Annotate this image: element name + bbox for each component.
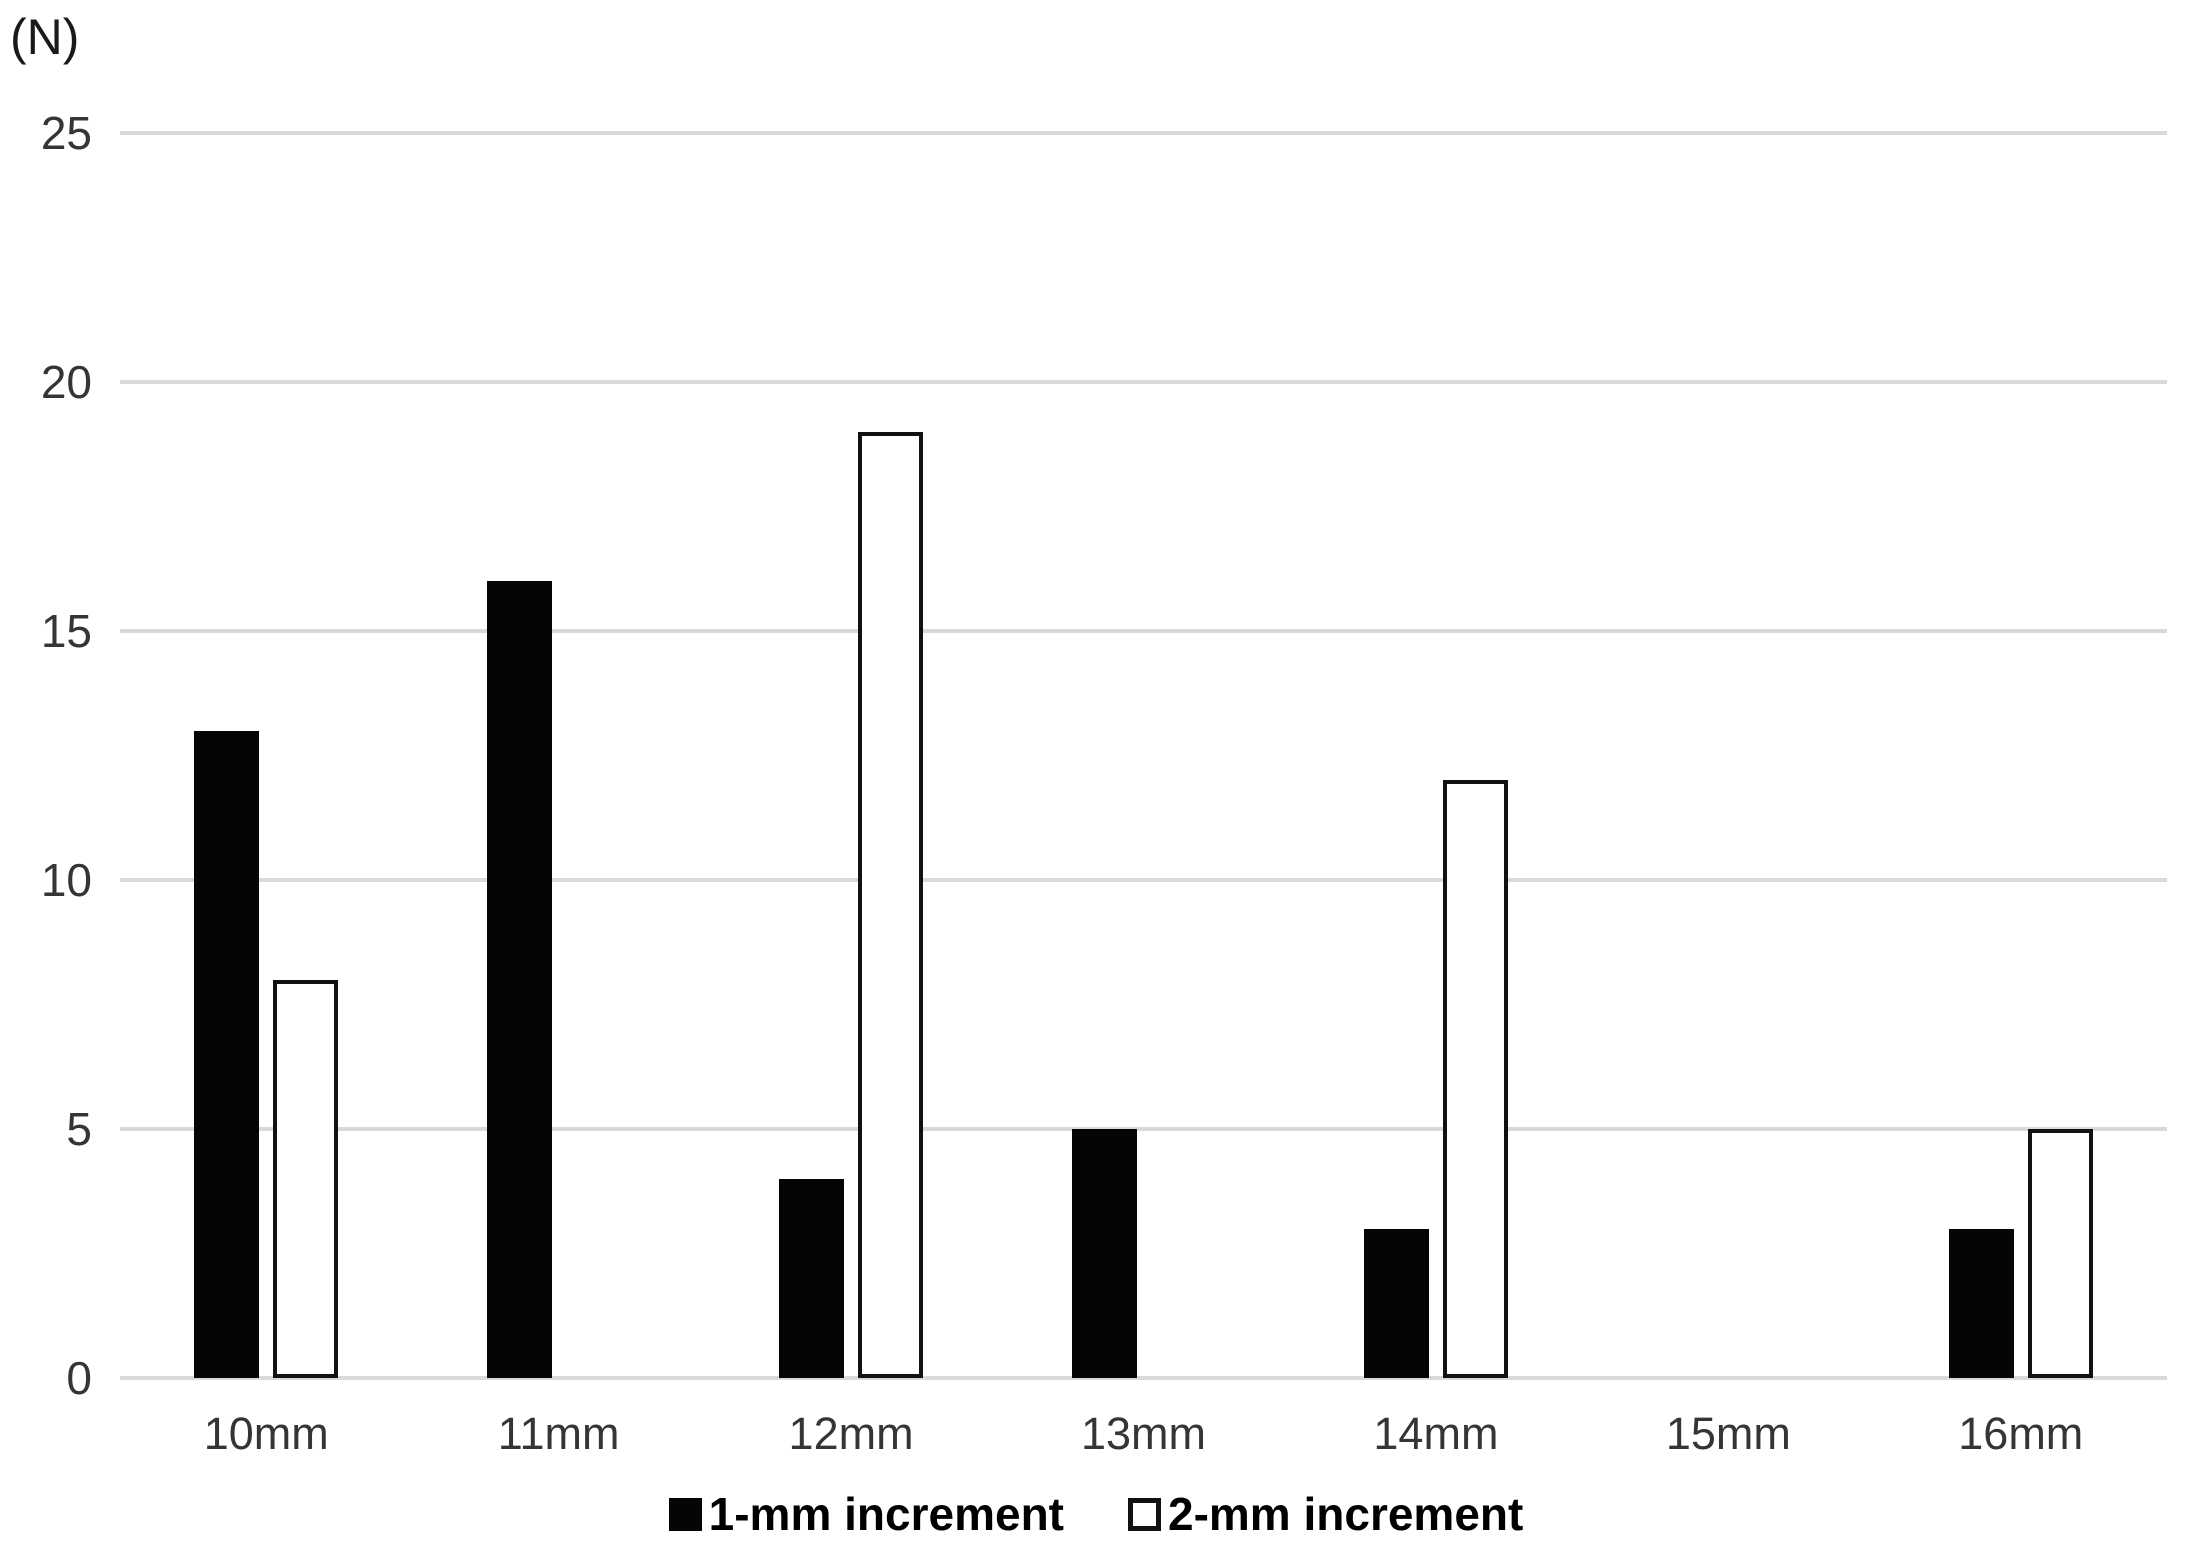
- gridline-y-10: [120, 878, 2167, 882]
- y-tick-label-0: 0: [66, 1352, 92, 1404]
- bar-1-mm-increment-12mm: [779, 1178, 845, 1378]
- x-tick-label-11mm: 11mm: [497, 1408, 620, 1459]
- x-tick-label-14mm: 14mm: [1373, 1408, 1499, 1459]
- gridline-y-0: [120, 1376, 2167, 1380]
- y-tick-label-15: 15: [40, 605, 92, 657]
- chart-legend: 1-mm increment 2-mm increment: [0, 1487, 2192, 1541]
- y-tick-label-20: 20: [40, 356, 92, 408]
- x-tick-label-12mm: 12mm: [788, 1408, 914, 1459]
- y-tick-label-5: 5: [66, 1103, 92, 1155]
- gridline-y-15: [120, 629, 2167, 633]
- bar-1-mm-increment-11mm: [486, 581, 552, 1378]
- x-tick-label-10mm: 10mm: [203, 1408, 329, 1459]
- gridline-y-20: [120, 380, 2167, 384]
- plot-area: [120, 131, 2167, 1380]
- bar-2-mm-increment-12mm: [858, 431, 924, 1378]
- legend-item-1mm-increment: 1-mm increment: [668, 1487, 1064, 1541]
- bar-1-mm-increment-16mm: [1948, 1228, 2014, 1378]
- bar-1-mm-increment-13mm: [1071, 1129, 1137, 1378]
- bar-2-mm-increment-14mm: [1442, 780, 1508, 1378]
- y-axis-unit-label: (N): [10, 9, 80, 65]
- legend-label: 2-mm increment: [1168, 1488, 1524, 1540]
- y-tick-label-10: 10: [40, 854, 92, 906]
- open-square-icon: [1128, 1497, 1161, 1531]
- x-tick-label-16mm: 16mm: [1958, 1408, 2084, 1459]
- bar-2-mm-increment-10mm: [273, 979, 339, 1378]
- filled-square-icon: [668, 1497, 702, 1531]
- bar-2-mm-increment-16mm: [2027, 1129, 2093, 1378]
- legend-label: 1-mm increment: [708, 1488, 1064, 1540]
- gridline-y-5: [120, 1127, 2167, 1131]
- bar-1-mm-increment-10mm: [194, 730, 260, 1378]
- x-tick-label-13mm: 13mm: [1080, 1408, 1207, 1459]
- gridline-y-25: [120, 131, 2167, 135]
- bar-1-mm-increment-14mm: [1363, 1228, 1429, 1378]
- legend-item-2mm-increment: 2-mm increment: [1128, 1487, 1523, 1541]
- y-tick-label-25: 25: [40, 107, 92, 159]
- x-tick-label-15mm: 15mm: [1665, 1408, 1791, 1459]
